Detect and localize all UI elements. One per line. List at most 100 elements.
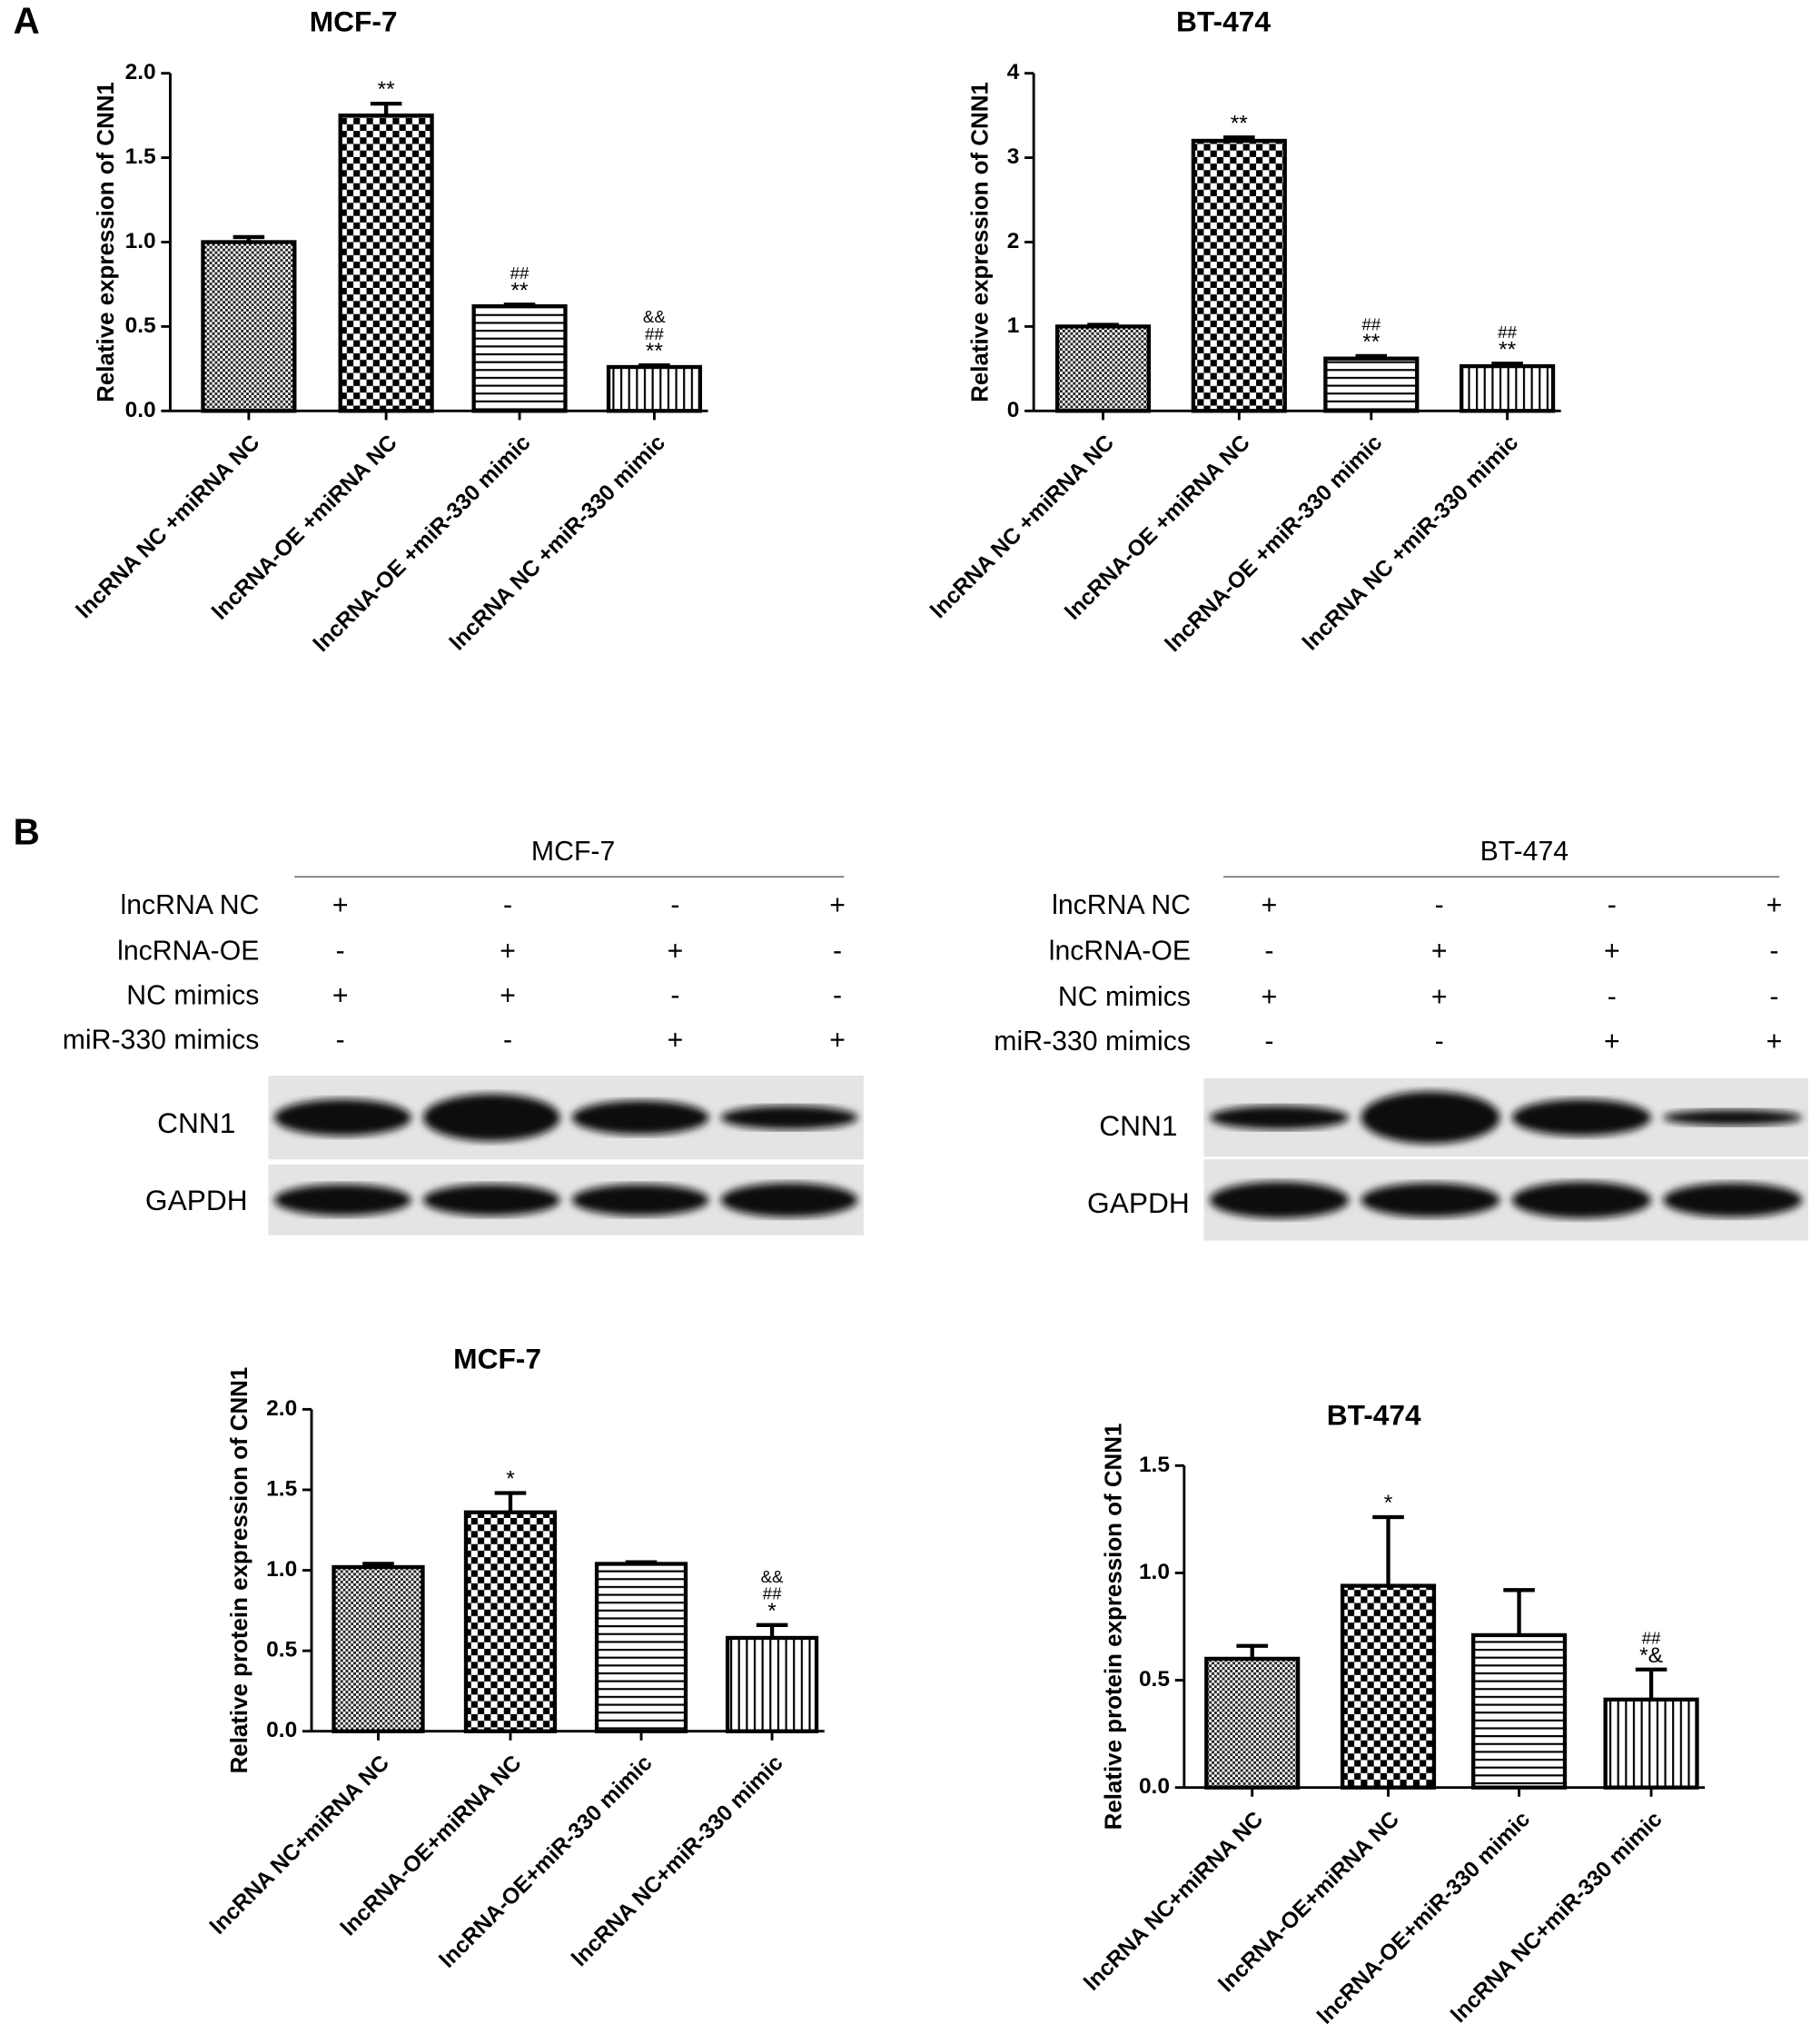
sign: + bbox=[668, 937, 684, 967]
significance-mark: * bbox=[506, 1467, 515, 1492]
band bbox=[571, 1100, 709, 1135]
band bbox=[274, 1098, 411, 1136]
sign: - bbox=[1608, 982, 1617, 1012]
y-tick-label: 2.0 bbox=[266, 1396, 297, 1421]
bar bbox=[1204, 1656, 1301, 1790]
bar bbox=[1603, 1697, 1699, 1790]
significance-mark: ** bbox=[1231, 111, 1249, 135]
row-label: miR-330 mimics bbox=[994, 1027, 1191, 1057]
sign: - bbox=[1435, 1027, 1444, 1057]
band bbox=[1361, 1091, 1500, 1144]
error-bar bbox=[494, 1491, 527, 1513]
y-tick-label: 0.0 bbox=[125, 398, 156, 422]
bar bbox=[1191, 138, 1287, 413]
y-tick-label: 4 bbox=[1007, 60, 1020, 84]
significance-mark: ** bbox=[378, 77, 396, 102]
band bbox=[1210, 1181, 1350, 1219]
band bbox=[720, 1106, 858, 1130]
bar bbox=[606, 364, 703, 413]
sign: + bbox=[829, 890, 846, 920]
x-tick-label: lncRNA-OE +miR-330 mimic bbox=[309, 431, 535, 657]
row-label: NC mimics bbox=[126, 981, 259, 1011]
error-bar bbox=[625, 1560, 658, 1564]
y-axis-label: Relative expression of CNN1 bbox=[967, 82, 993, 402]
y-tick-label: 1.5 bbox=[125, 144, 156, 169]
x-tick-label: lncRNA-OE +miR-330 mimic bbox=[1161, 431, 1387, 657]
bar bbox=[463, 1510, 558, 1733]
error-bar bbox=[1355, 353, 1388, 359]
sign: - bbox=[833, 981, 842, 1011]
band bbox=[1361, 1183, 1500, 1217]
y-tick-label: 2.0 bbox=[125, 60, 156, 84]
band bbox=[1511, 1181, 1651, 1219]
bar bbox=[725, 1635, 819, 1733]
x-tick-label: lncRNA NC +miR-330 mimic bbox=[445, 431, 670, 656]
row-label: miR-330 mimics bbox=[63, 1026, 260, 1056]
sign: - bbox=[503, 890, 512, 920]
band bbox=[422, 1094, 560, 1142]
bar bbox=[1340, 1583, 1437, 1790]
chart-title: MCF-7 bbox=[453, 1342, 541, 1374]
bar bbox=[594, 1562, 688, 1733]
significance-mark: ** bbox=[646, 339, 664, 363]
significance-mark: ** bbox=[1499, 337, 1517, 362]
sign: + bbox=[829, 1026, 846, 1056]
sign: + bbox=[1766, 890, 1783, 920]
y-tick-label: 0.0 bbox=[1139, 1774, 1170, 1799]
y-axis-label: Relative protein expression of CNN1 bbox=[1101, 1424, 1126, 1831]
panel-label: A bbox=[14, 0, 40, 42]
bar bbox=[332, 1564, 425, 1733]
error-bar bbox=[1087, 322, 1119, 327]
sign: - bbox=[670, 981, 679, 1011]
sign: - bbox=[833, 937, 842, 967]
significance-mark: ## bbox=[1498, 322, 1517, 342]
y-tick-label: 1 bbox=[1007, 313, 1020, 338]
bar bbox=[1470, 1632, 1568, 1790]
sign: - bbox=[1769, 937, 1778, 967]
chart-title: MCF-7 bbox=[310, 5, 398, 37]
y-tick-label: 2 bbox=[1007, 229, 1020, 253]
sign: - bbox=[1769, 982, 1778, 1012]
y-tick-label: 0.0 bbox=[266, 1718, 297, 1742]
significance-mark: * bbox=[767, 1599, 777, 1623]
sign: + bbox=[668, 1026, 684, 1056]
sign: + bbox=[500, 981, 516, 1011]
x-tick-label: lncRNA NC +miR-330 mimic bbox=[1298, 431, 1523, 656]
y-axis-label: Relative expression of CNN1 bbox=[94, 82, 119, 402]
sign: + bbox=[1262, 982, 1278, 1012]
error-bar bbox=[1503, 1588, 1535, 1635]
sign: - bbox=[503, 1026, 512, 1056]
bar bbox=[471, 303, 568, 413]
panel-label: B bbox=[14, 811, 40, 853]
sign: + bbox=[332, 981, 349, 1011]
error-bar bbox=[1491, 362, 1523, 367]
band bbox=[720, 1183, 858, 1217]
significance-mark: ## bbox=[510, 263, 529, 283]
bar bbox=[338, 113, 434, 413]
band bbox=[1511, 1098, 1651, 1136]
significance-mark: * bbox=[1384, 1491, 1393, 1515]
band-label: GAPDH bbox=[145, 1184, 248, 1216]
significance-mark: ** bbox=[1362, 330, 1381, 354]
sign: + bbox=[500, 937, 516, 967]
error-bar bbox=[1236, 1643, 1269, 1659]
band bbox=[571, 1184, 709, 1216]
significance-mark: ## bbox=[763, 1584, 782, 1603]
band bbox=[1663, 1109, 1803, 1126]
error-bar bbox=[1372, 1514, 1404, 1586]
sign: + bbox=[332, 890, 349, 920]
cell-line-header: MCF-7 bbox=[531, 837, 615, 867]
band bbox=[422, 1184, 560, 1216]
bar bbox=[1460, 363, 1556, 413]
error-bar bbox=[1223, 135, 1255, 141]
sign: - bbox=[336, 1026, 345, 1056]
error-bar bbox=[370, 101, 402, 116]
significance-mark: && bbox=[643, 307, 666, 326]
row-label: NC mimics bbox=[1058, 982, 1191, 1012]
y-tick-label: 1.0 bbox=[266, 1557, 297, 1582]
error-bar bbox=[233, 234, 265, 243]
chart-title: BT-474 bbox=[1176, 5, 1271, 37]
y-tick-label: 0 bbox=[1007, 398, 1020, 422]
y-tick-label: 1.0 bbox=[1139, 1560, 1170, 1584]
